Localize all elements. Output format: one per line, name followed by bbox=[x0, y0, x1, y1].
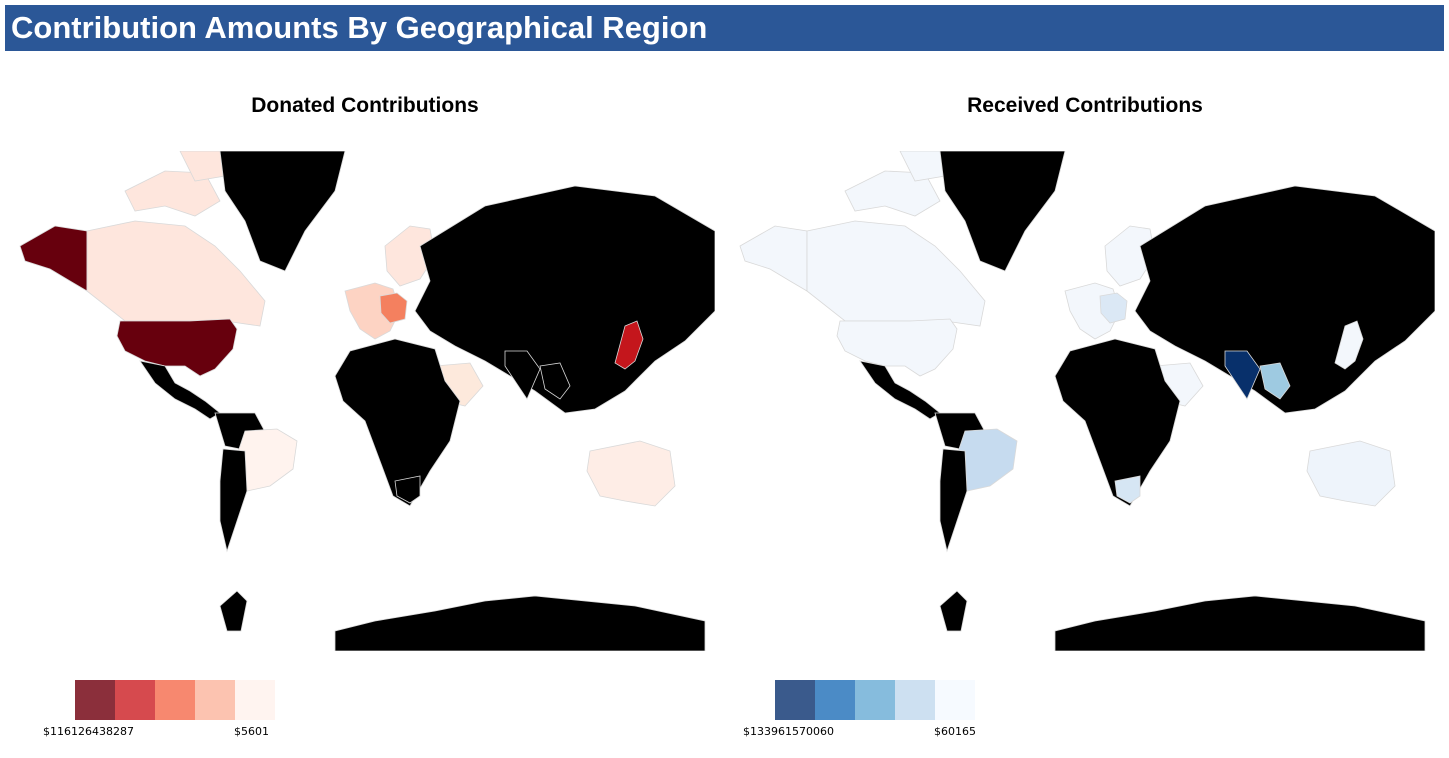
map-region-se-asia[interactable] bbox=[539, 362, 571, 400]
map-region-chile-argentina[interactable] bbox=[939, 448, 968, 553]
received-panel: Received Contributions $133961570060 $60… bbox=[720, 80, 1440, 750]
map-region-antarctica[interactable] bbox=[334, 595, 706, 651]
map-region-india[interactable] bbox=[504, 350, 541, 400]
received-legend-max-label: $133961570060 bbox=[743, 725, 834, 738]
map-region-south-africa[interactable] bbox=[394, 475, 421, 504]
donated-legend: $116126438287 $5601 bbox=[43, 680, 303, 738]
map-region-australia[interactable] bbox=[1306, 440, 1396, 507]
donated-world-map[interactable] bbox=[15, 151, 715, 651]
legend-swatch bbox=[115, 680, 155, 720]
map-region-alaska[interactable] bbox=[19, 225, 88, 292]
received-legend-swatches bbox=[775, 680, 975, 720]
map-region-japan[interactable] bbox=[614, 320, 644, 370]
map-region-alaska[interactable] bbox=[739, 225, 808, 292]
map-region-canada[interactable] bbox=[86, 220, 266, 327]
map-region-antarctica[interactable] bbox=[939, 590, 968, 632]
legend-swatch bbox=[195, 680, 235, 720]
legend-swatch bbox=[75, 680, 115, 720]
legend-swatch bbox=[855, 680, 895, 720]
donated-map-title: Donated Contributions bbox=[251, 94, 479, 117]
map-region-arctic-islands[interactable] bbox=[844, 170, 941, 217]
map-region-antarctica[interactable] bbox=[219, 590, 248, 632]
received-world-map[interactable] bbox=[735, 151, 1435, 651]
map-region-south-africa[interactable] bbox=[1114, 475, 1141, 504]
received-map-title: Received Contributions bbox=[967, 94, 1203, 117]
map-region-japan[interactable] bbox=[1334, 320, 1364, 370]
map-region-arctic-islands[interactable] bbox=[124, 170, 221, 217]
map-region-north-america-us[interactable] bbox=[836, 318, 958, 377]
received-legend: $133961570060 $60165 bbox=[743, 680, 1003, 738]
legend-swatch bbox=[775, 680, 815, 720]
header-bar: Contribution Amounts By Geographical Reg… bbox=[5, 5, 1444, 51]
map-region-canada[interactable] bbox=[806, 220, 986, 327]
map-region-antarctica[interactable] bbox=[1054, 595, 1426, 651]
page-title: Contribution Amounts By Geographical Reg… bbox=[11, 10, 708, 45]
map-region-germany[interactable] bbox=[379, 292, 408, 324]
map-region-russia-asia[interactable] bbox=[414, 185, 715, 414]
legend-swatch bbox=[815, 680, 855, 720]
donated-legend-swatches bbox=[75, 680, 275, 720]
map-region-north-america-us[interactable] bbox=[116, 318, 238, 377]
legend-swatch bbox=[895, 680, 935, 720]
legend-swatch bbox=[155, 680, 195, 720]
legend-swatch bbox=[935, 680, 975, 720]
donated-panel: Donated Contributions $116126438287 $560… bbox=[0, 80, 720, 750]
donated-legend-min-label: $5601 bbox=[234, 725, 269, 738]
map-region-russia-asia[interactable] bbox=[1134, 185, 1435, 414]
map-region-chile-argentina[interactable] bbox=[219, 448, 248, 553]
map-region-greenland[interactable] bbox=[219, 151, 346, 272]
map-region-se-asia[interactable] bbox=[1259, 362, 1291, 400]
donated-legend-max-label: $116126438287 bbox=[43, 725, 134, 738]
map-region-australia[interactable] bbox=[586, 440, 676, 507]
map-region-india[interactable] bbox=[1224, 350, 1261, 400]
map-region-greenland[interactable] bbox=[939, 151, 1066, 272]
map-region-germany[interactable] bbox=[1099, 292, 1128, 324]
received-legend-min-label: $60165 bbox=[934, 725, 976, 738]
legend-swatch bbox=[235, 680, 275, 720]
